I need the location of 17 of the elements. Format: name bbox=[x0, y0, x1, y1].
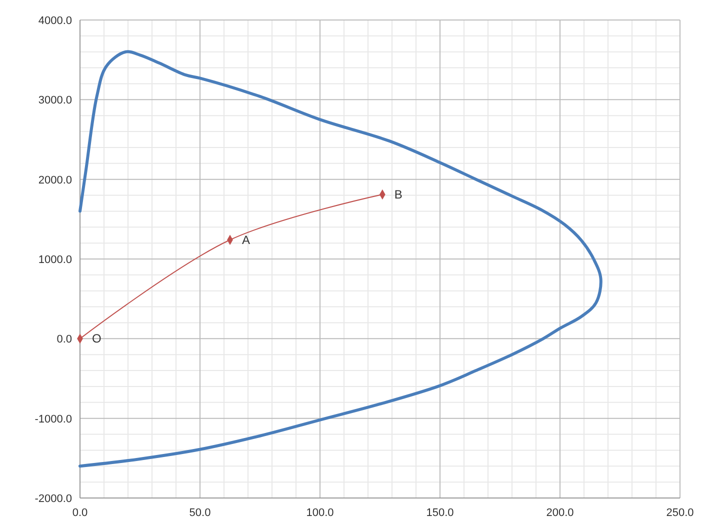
y-tick-label: 1000.0 bbox=[38, 254, 72, 266]
x-tick-label: 0.0 bbox=[72, 507, 88, 519]
y-tick-label: 2000.0 bbox=[38, 174, 72, 186]
y-tick-label: 0.0 bbox=[56, 334, 72, 346]
annotation: A bbox=[242, 232, 250, 247]
line-series bbox=[78, 50, 602, 468]
annotation: B bbox=[394, 187, 402, 202]
x-tick-label: 50.0 bbox=[189, 507, 211, 519]
x-tick-label: 100.0 bbox=[306, 507, 334, 519]
y-tick-label: 4000.0 bbox=[38, 15, 72, 27]
x-tick-label: 250.0 bbox=[666, 507, 694, 519]
annotation: O bbox=[92, 332, 102, 346]
x-tick-label: 150.0 bbox=[426, 507, 454, 519]
x-tick-label: 200.0 bbox=[546, 507, 574, 519]
y-tick-label: 3000.0 bbox=[38, 94, 72, 107]
y-tick-label: -2000.0 bbox=[34, 493, 72, 505]
y-tick-label: -1000.0 bbox=[34, 413, 72, 426]
